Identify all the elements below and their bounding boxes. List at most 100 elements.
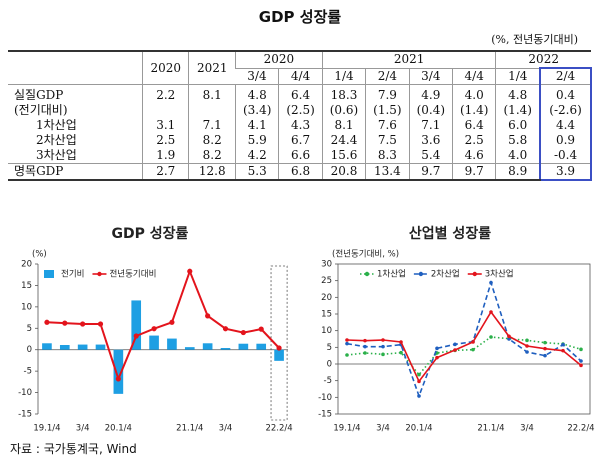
source-note: 자료 : 국가통계국, Wind — [10, 442, 137, 456]
bar — [59, 345, 70, 350]
table-cell: 4.0 — [495, 148, 541, 164]
table-cell: 8.2 — [188, 133, 236, 148]
point — [507, 334, 511, 339]
point — [97, 321, 104, 327]
y-tick-label: 0 — [327, 360, 332, 370]
point — [543, 340, 547, 345]
x-tick-label: 19.1/4 — [33, 424, 60, 434]
row-label: 2차산업 — [36, 133, 77, 147]
y-tick-label: -5 — [24, 367, 32, 377]
table-cell: 4.1 — [234, 118, 279, 133]
legend-marker — [418, 271, 424, 277]
table-cell: 4.8 — [234, 84, 279, 103]
y-tick-label: 5 — [327, 343, 332, 353]
point — [489, 310, 493, 314]
point — [345, 341, 349, 346]
point — [399, 350, 403, 355]
table-cell: 2.2 — [141, 84, 189, 103]
chart-title: 산업별 성장률 — [409, 225, 491, 242]
y-tick-label: -15 — [18, 410, 32, 420]
bar — [274, 349, 284, 361]
header-cell: 2/4 — [365, 68, 410, 85]
point — [44, 319, 50, 325]
table-cell: 6.7 — [278, 133, 323, 148]
table-cell: (3.4) — [234, 103, 279, 118]
point — [381, 352, 385, 357]
header-cell: 1/4 — [495, 68, 541, 85]
table-cell: 2.5 — [141, 133, 189, 148]
table-cell: 3.1 — [141, 118, 189, 133]
y-tick-label: -15 — [318, 410, 332, 420]
legend-label: 2차산업 — [431, 269, 460, 280]
series-line — [46, 268, 280, 382]
point — [525, 350, 529, 354]
table-cell: 5.8 — [495, 133, 541, 148]
table-cell: 12.8 — [188, 163, 236, 181]
point — [471, 340, 475, 344]
table-cell: 8.3 — [365, 148, 410, 164]
bar — [238, 343, 249, 350]
chart: 산업별 성장률 (전년동기대비, %) -15 -10 -5 0 5 10 15 20 25 30 19… — [318, 225, 594, 434]
bar — [42, 343, 52, 350]
table-cell: 8.1 — [188, 84, 236, 103]
legend-label: 전년동기대비 — [109, 269, 156, 280]
header-cell: 2022 — [495, 50, 591, 69]
point — [115, 376, 121, 382]
table-cell: 4.2 — [234, 148, 279, 164]
bar — [95, 344, 106, 350]
point — [489, 335, 493, 339]
legend-swatch — [44, 270, 54, 278]
y-tick-label: -10 — [18, 388, 32, 398]
point — [417, 372, 421, 377]
table-cell: 7.1 — [188, 118, 236, 133]
x-tick-label: 20.1/4 — [405, 424, 432, 434]
table-unit: (%, 전년동기대비) — [491, 33, 578, 46]
x-tick-label: 21.1/4 — [176, 424, 203, 434]
header-cell: 2020 — [234, 50, 323, 69]
point — [435, 346, 439, 351]
table-cell: 13.4 — [365, 163, 410, 181]
x-tick-label: 21.1/4 — [477, 424, 504, 434]
table-cell: 1.9 — [141, 148, 189, 164]
table-cell: 3.6 — [408, 133, 453, 148]
table-cell: 6.6 — [278, 148, 323, 164]
point — [240, 329, 246, 336]
point — [525, 338, 529, 343]
table-cell: 7.5 — [365, 133, 410, 148]
table-cell: (-2.6) — [539, 103, 592, 118]
table-cell: -0.4 — [539, 148, 592, 164]
table-cell: 3.9 — [539, 163, 592, 181]
y-tick-label: 15 — [321, 310, 332, 320]
table-cell: (2.5) — [278, 103, 323, 118]
legend-marker — [364, 271, 370, 277]
row-label: 실질GDP — [14, 88, 64, 102]
point — [453, 348, 457, 352]
header-cell: 1/4 — [321, 68, 366, 85]
point — [80, 321, 86, 327]
header-cell: 3/4 — [235, 68, 279, 85]
y-tick-label: 20 — [321, 293, 332, 303]
table-cell: 8.9 — [495, 163, 541, 181]
header-cell: 3/4 — [408, 68, 453, 85]
bar — [131, 300, 142, 350]
x-tick-label: 22.2/4 — [265, 424, 292, 434]
empty-cell — [141, 103, 189, 118]
point — [525, 344, 529, 348]
header-row: 2020 2021 2020 2021 2022 — [8, 50, 591, 85]
table-cell: 24.4 — [321, 133, 366, 148]
legend-label: 전기비 — [61, 269, 84, 280]
bar — [77, 344, 88, 350]
row-label: (전기대비) — [14, 103, 68, 117]
x-tick-label: 3/4 — [520, 424, 534, 434]
table-cell: 6.0 — [495, 118, 541, 133]
header-cell: 4/4 — [278, 68, 323, 85]
y-tick-label: 10 — [321, 326, 332, 336]
table-cell: (1.5) — [365, 103, 410, 118]
table-cell: 9.7 — [408, 163, 453, 181]
table-cell: 7.9 — [365, 84, 410, 103]
data-table: 2020 2021 2020 2021 2022 3/4 4/4 1/4 2/4 3/4 4/4 1/… — [8, 50, 592, 181]
axis-unit: (%) — [32, 250, 47, 260]
table-cell: 4.3 — [278, 118, 323, 133]
row-label: 명목GDP — [8, 163, 143, 181]
